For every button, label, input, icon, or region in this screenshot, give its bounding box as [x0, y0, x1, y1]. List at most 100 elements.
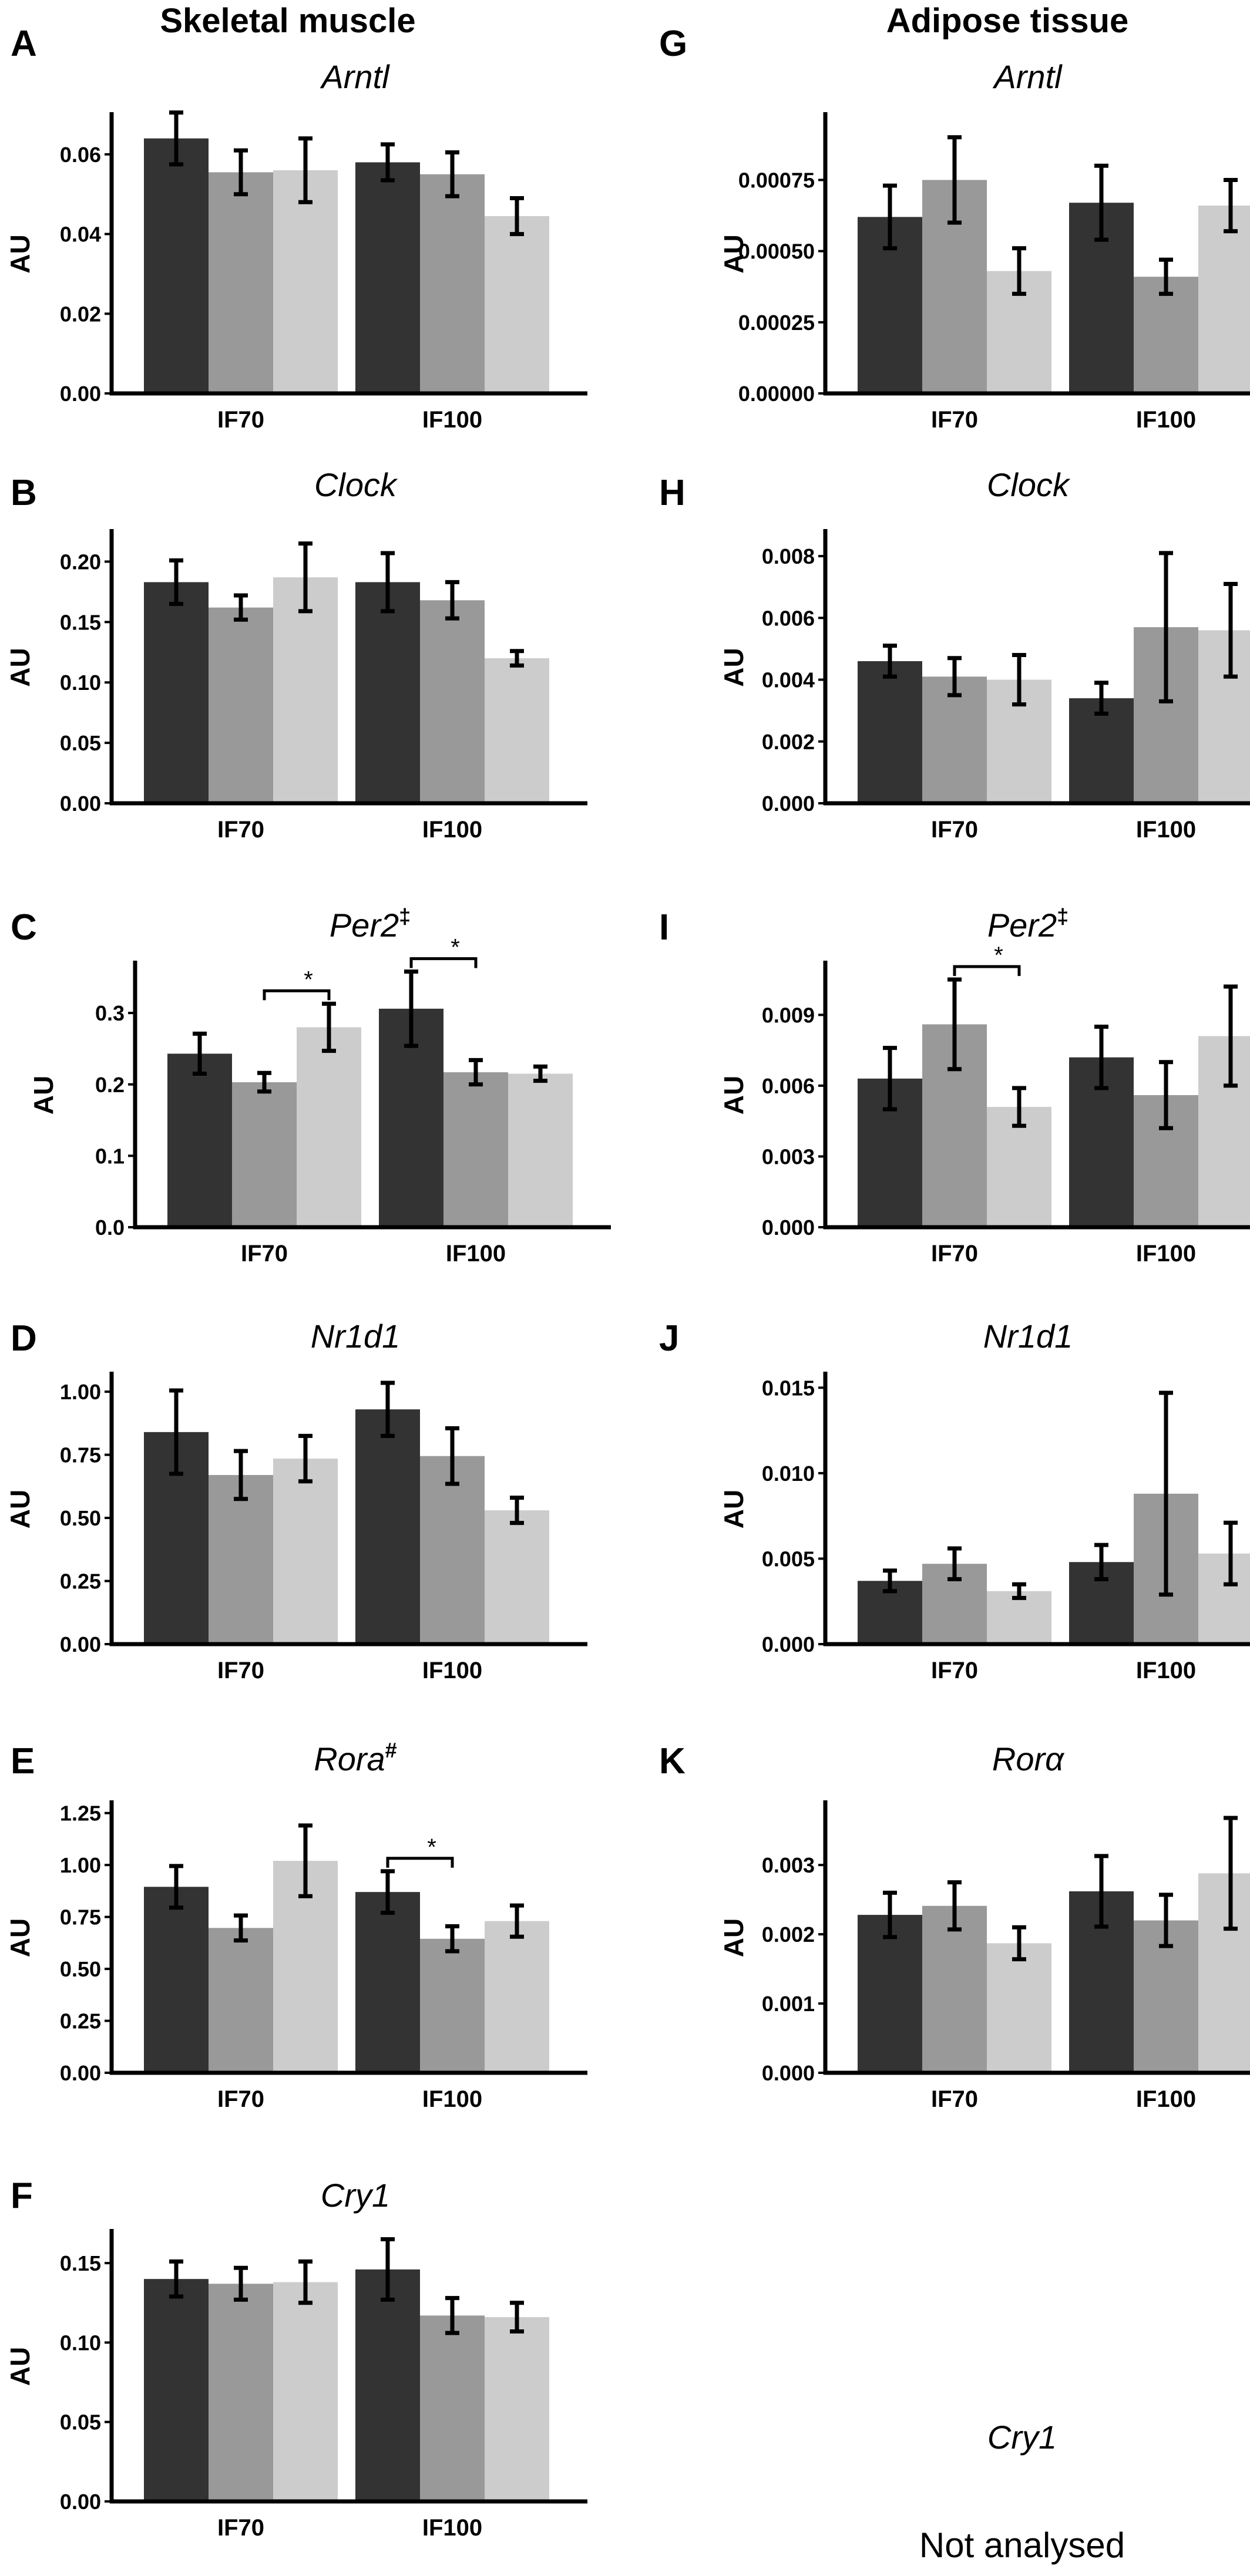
bar	[1198, 1553, 1250, 1644]
bar	[1198, 630, 1250, 803]
bar	[167, 1053, 232, 1227]
y-tick-label: 0.75	[60, 1443, 101, 1467]
skeletal-muscle-heading: Skeletal muscle	[160, 2, 416, 40]
panel-letter: G	[659, 23, 687, 64]
bar	[273, 170, 338, 393]
bar	[273, 577, 338, 803]
y-axis-label: AU	[5, 2347, 35, 2386]
y-tick-label: 0.05	[60, 731, 101, 755]
x-tick-label: IF100	[422, 1658, 482, 1683]
panel-title: Clock	[314, 466, 398, 503]
bar	[858, 1915, 922, 2073]
y-tick-label: 0.20	[60, 550, 101, 574]
y-tick-label: 0.00	[60, 382, 101, 406]
x-tick-label: IF70	[931, 407, 978, 433]
panel-title-superscript: ‡	[399, 904, 411, 928]
x-tick-label: IF100	[1136, 1658, 1196, 1683]
y-tick-label: 0.06	[60, 143, 101, 167]
bar	[144, 1887, 209, 2073]
bar	[209, 1474, 273, 1644]
bar	[232, 1082, 297, 1227]
y-tick-label: 0.02	[60, 302, 101, 326]
panel-b: B Clock AU 0.00 0.05 0.10 0.15 0.20 IF70 IF100	[5, 466, 587, 843]
y-tick-label: 0.0	[95, 1215, 125, 1240]
y-axis-label: AU	[718, 234, 749, 273]
panel-letter: E	[11, 1741, 35, 1782]
y-tick-label: 1.00	[60, 1380, 101, 1404]
panel-title: Arntl	[992, 58, 1063, 95]
panel-title-text: Rora	[314, 1740, 385, 1777]
y-tick-label: 0.50	[60, 1957, 101, 1981]
y-tick-label: 0.05	[60, 2410, 101, 2434]
bar	[922, 1905, 987, 2073]
bar	[1198, 206, 1250, 393]
bar	[209, 607, 273, 803]
bar	[485, 2317, 549, 2501]
bar	[297, 1027, 361, 1227]
panel-letter: B	[11, 473, 37, 513]
panel-title-text: Clock	[987, 466, 1071, 503]
bar	[1069, 698, 1134, 803]
x-tick-label: IF70	[217, 2086, 264, 2112]
y-tick-label: 0.010	[762, 1462, 815, 1486]
y-axis-label: AU	[718, 1918, 749, 1957]
y-tick-label: 0.00025	[738, 311, 815, 335]
y-tick-label: 0.25	[60, 1570, 101, 1594]
bar	[355, 2269, 420, 2501]
panel-letter: I	[659, 907, 669, 948]
y-tick-label: 0.008	[762, 544, 815, 568]
bar	[209, 2284, 273, 2501]
bar	[420, 2315, 485, 2501]
y-tick-label: 0.10	[60, 2331, 101, 2355]
x-tick-label: IF70	[241, 1241, 288, 1267]
x-tick-label: IF100	[1136, 407, 1196, 433]
panel-a: A Arntl AU 0.00 0.02 0.04 0.06 IF70 IF100	[5, 23, 587, 433]
y-axis-label: AU	[718, 648, 749, 686]
bar	[1198, 1036, 1250, 1227]
significance-star: *	[451, 935, 460, 961]
panel-title: Per2‡	[987, 904, 1068, 944]
y-tick-label: 0.000	[762, 1632, 815, 1656]
bar	[508, 1073, 573, 1227]
y-axis-label: AU	[5, 1918, 35, 1957]
x-tick-label: IF100	[1136, 2086, 1196, 2112]
y-tick-label: 0.00	[60, 2061, 101, 2085]
significance-bracket	[263, 989, 331, 1001]
bar	[355, 162, 420, 393]
panel-title-text: Per2	[987, 907, 1057, 944]
panel-title: Rora#	[314, 1738, 396, 1777]
y-tick-label: 0.00050	[738, 240, 815, 264]
y-tick-label: 0.015	[762, 1376, 815, 1400]
x-tick-label: IF100	[422, 407, 482, 433]
y-tick-label: 0.000	[762, 1215, 815, 1240]
y-axis-label: AU	[5, 234, 35, 273]
bar	[273, 2282, 338, 2501]
bar	[355, 1409, 420, 1644]
y-tick-label: 0.1	[95, 1144, 125, 1168]
x-tick-label: IF70	[217, 1658, 264, 1683]
significance-bracket	[386, 1857, 454, 1868]
y-tick-label: 0.3	[95, 1001, 125, 1025]
bar	[1198, 1873, 1250, 2073]
panel-i: I Per2‡ AU 0.000 0.003 0.006 0.009 IF70 IF100 *	[659, 904, 1250, 1267]
panel-title-text: Nr1d1	[983, 1318, 1073, 1355]
bar	[273, 1459, 338, 1644]
not-analysed-label: Not analysed	[919, 2526, 1125, 2565]
y-tick-label: 0.00075	[738, 168, 815, 192]
y-tick-label: 0.006	[762, 606, 815, 630]
y-tick-label: 0.00	[60, 2490, 101, 2514]
panel-title: Per2‡	[330, 904, 411, 944]
bar	[355, 582, 420, 803]
panel-f: F Cry1 AU 0.00 0.05 0.10 0.15 IF70 IF100	[5, 2176, 587, 2541]
panel-d: D Nr1d1 AU 0.00 0.25 0.50 0.75 1.00 IF70 IF100	[5, 1318, 587, 1683]
bar	[209, 172, 273, 393]
bar	[485, 1510, 549, 1644]
panel-title-text: Arntl	[992, 58, 1063, 95]
panel-letter: K	[659, 1741, 686, 1782]
y-tick-label: 0.10	[60, 671, 101, 695]
bar	[420, 1938, 485, 2073]
y-tick-label: 0.004	[762, 668, 815, 692]
y-tick-label: 1.00	[60, 1853, 101, 1877]
panel-title-text: Nr1d1	[311, 1318, 401, 1355]
